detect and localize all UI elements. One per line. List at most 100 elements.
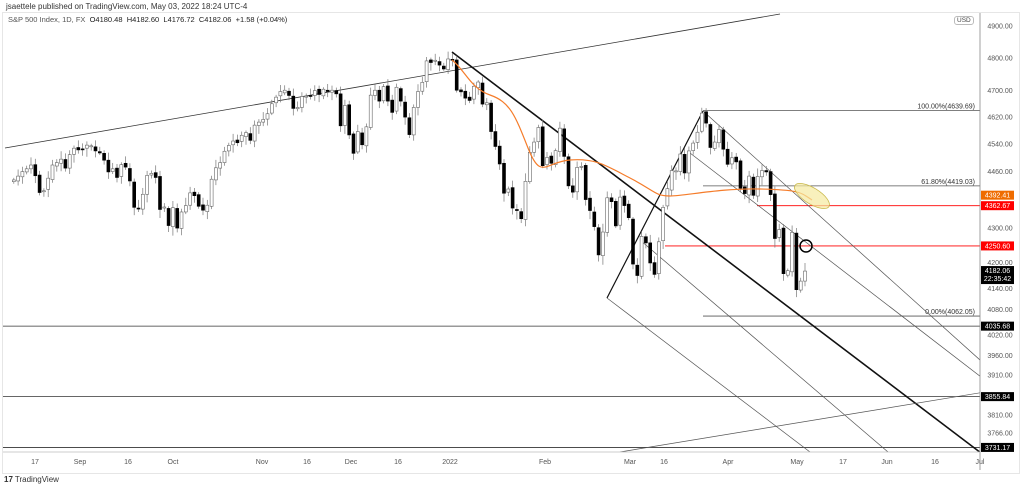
candle-body [300,96,304,108]
candle-body [50,164,55,180]
candle-body [227,145,231,152]
candle-body [54,162,59,167]
candle-body [29,164,33,170]
candle-body [755,176,760,197]
price-level-label: 4250.60 [981,241,1014,251]
candle [678,146,683,176]
candle [201,197,205,216]
candle-body [93,146,98,152]
candle-body [725,148,730,165]
candle-body [790,232,794,273]
candle [321,87,326,100]
candle-body [325,89,330,92]
symbol-legend: S&P 500 Index, 1D, FX O4180.48 H4182.60 … [8,15,287,24]
candle [386,79,390,107]
candle-body [803,270,807,282]
candle [588,191,592,220]
candle-body [626,203,631,218]
candle [188,186,192,210]
candle-body [695,131,700,143]
candle-body [583,165,588,200]
price-level-label: 4392.41 [981,190,1014,200]
candle [519,208,524,224]
pitchfork-upper [702,110,980,361]
candle-body [549,155,554,164]
candle-body [265,113,270,120]
candle-body [773,193,777,239]
price-level-label: 3855.84 [981,392,1014,402]
candle [12,177,16,184]
candle-body [429,59,433,63]
candle [334,87,339,98]
candle [123,156,128,170]
time-tick-label: 17 [31,459,39,466]
candle [85,141,89,157]
price-level-bg [981,392,1014,402]
candle [467,91,472,104]
high-value: H4182.60 [126,15,160,24]
candle [80,143,85,156]
candle-body [37,174,42,193]
candle [282,85,287,96]
candle [347,100,352,139]
candle [59,151,63,172]
currency-badge[interactable]: USD [954,16,974,25]
candle-body [304,95,309,98]
candle-body [201,204,205,211]
price-tick-label: 4140.00 [987,286,1012,293]
candle-body [467,96,472,101]
price-level-text: 3731.17 [985,445,1010,452]
candle-body [570,185,575,193]
candle [609,193,614,209]
candle [300,92,304,113]
price-tick-label: 4080.00 [987,307,1012,314]
candle-body [532,141,536,153]
candle [532,137,536,157]
candle [570,178,575,198]
candle-body [269,103,274,114]
tradingview-logo[interactable]: 17 TradingView [4,475,59,484]
candle-body [63,159,68,169]
candle-body [136,207,141,210]
candle-body [497,145,502,165]
candle [416,84,420,116]
candle-body [179,211,184,229]
candle-body [699,112,704,132]
candle-body [184,205,188,213]
candle-body [278,91,283,97]
time-tick-label: Sep [74,459,87,466]
candle [76,140,81,154]
candle-body [609,197,614,202]
candle [153,165,158,184]
time-tick-label: 16 [931,459,939,466]
candle [764,166,769,176]
candle-body [334,90,339,95]
candle [536,124,541,149]
price-level-bg [981,201,1014,211]
candle-body [644,236,648,244]
candle [205,199,210,220]
candle [773,186,777,248]
candle [721,126,726,157]
candle-body [446,58,450,70]
candle [106,152,111,179]
tradingview-icon: 17 [4,475,13,484]
time-tick-label: 16 [303,459,311,466]
price-level-bg [981,241,1014,251]
candle-body [347,104,352,136]
price-level-text: 3855.84 [985,394,1010,401]
candle-body [132,181,136,208]
candle [502,159,506,202]
candle [803,262,807,287]
candle [583,162,588,206]
time-tick-label: May [790,459,804,466]
candle [725,141,730,168]
candle [67,150,72,175]
candle [325,83,330,98]
candle [398,86,403,107]
price-level-label: 3731.17 [981,442,1014,452]
candle-body [33,164,38,177]
candle-body [205,204,210,212]
candle [626,200,631,221]
